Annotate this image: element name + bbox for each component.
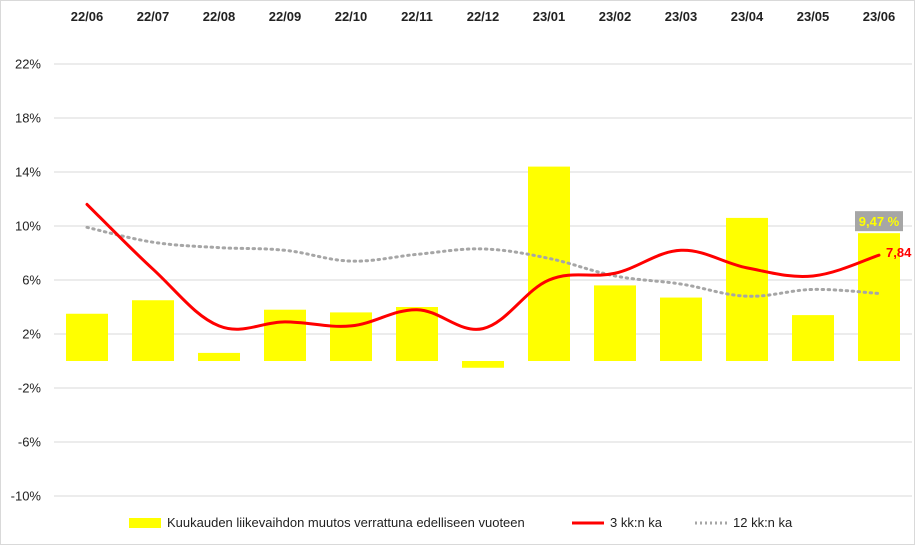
- bar: [594, 285, 636, 361]
- y-tick-label: -10%: [11, 489, 42, 504]
- line-12kk-ka: [85, 225, 881, 298]
- legend-label-12kk: 12 kk:n ka: [733, 515, 793, 530]
- x-axis-categories: 22/06 22/07 22/08 22/09 22/10 22/11 22/12 23/01…: [71, 9, 896, 24]
- gridlines: [54, 63, 912, 497]
- legend-label-bar: Kuukauden liikevaihdon muutos verrattuna…: [167, 515, 525, 530]
- x-category-label: 23/05: [797, 9, 830, 24]
- bar: [396, 307, 438, 361]
- y-tick-label: -6%: [18, 435, 42, 450]
- y-tick-label: 18%: [15, 111, 41, 126]
- bar: [198, 352, 240, 361]
- x-category-label: 22/11: [401, 9, 433, 24]
- y-tick-label: 10%: [15, 219, 41, 234]
- bar: [330, 312, 372, 361]
- line-series: [85, 202, 881, 331]
- y-tick-label: 6%: [22, 273, 41, 288]
- y-tick-label: 22%: [15, 57, 41, 72]
- data-label-bg: [855, 211, 903, 232]
- y-tick-label: -2%: [18, 381, 42, 396]
- bar: [264, 309, 306, 361]
- line-3kk-ka: [85, 202, 881, 331]
- legend-label-3kk: 3 kk:n ka: [610, 515, 663, 530]
- legend: Kuukauden liikevaihdon muutos verrattuna…: [129, 515, 793, 530]
- x-category-label: 23/03: [665, 9, 698, 24]
- bar: [726, 217, 768, 361]
- x-category-label: 22/07: [137, 9, 170, 24]
- legend-swatch-bar: [129, 518, 161, 528]
- y-axis-ticks: -10% -6% -2% 2% 6% 10% 14% 18% 22%: [11, 57, 42, 504]
- data-label-3kk-last: 7,84 %: [886, 245, 914, 260]
- y-tick-label: 14%: [15, 165, 41, 180]
- bar-series: [66, 166, 900, 368]
- x-category-label: 22/06: [71, 9, 104, 24]
- data-label-bar-last: 9,47 %: [859, 214, 900, 229]
- x-category-label: 22/10: [335, 9, 368, 24]
- bar: [462, 361, 504, 368]
- bar: [66, 313, 108, 361]
- bar: [528, 166, 570, 361]
- data-labels: 9,47 % 7,84 %: [855, 211, 914, 260]
- x-category-label: 23/06: [863, 9, 896, 24]
- x-category-label: 22/12: [467, 9, 500, 24]
- bar: [132, 300, 174, 361]
- x-category-label: 22/09: [269, 9, 302, 24]
- bar: [792, 315, 834, 361]
- x-category-label: 22/08: [203, 9, 236, 24]
- x-category-label: 23/02: [599, 9, 632, 24]
- x-category-label: 23/04: [731, 9, 764, 24]
- x-category-label: 23/01: [533, 9, 566, 24]
- y-tick-label: 2%: [22, 327, 41, 342]
- bar: [660, 297, 702, 361]
